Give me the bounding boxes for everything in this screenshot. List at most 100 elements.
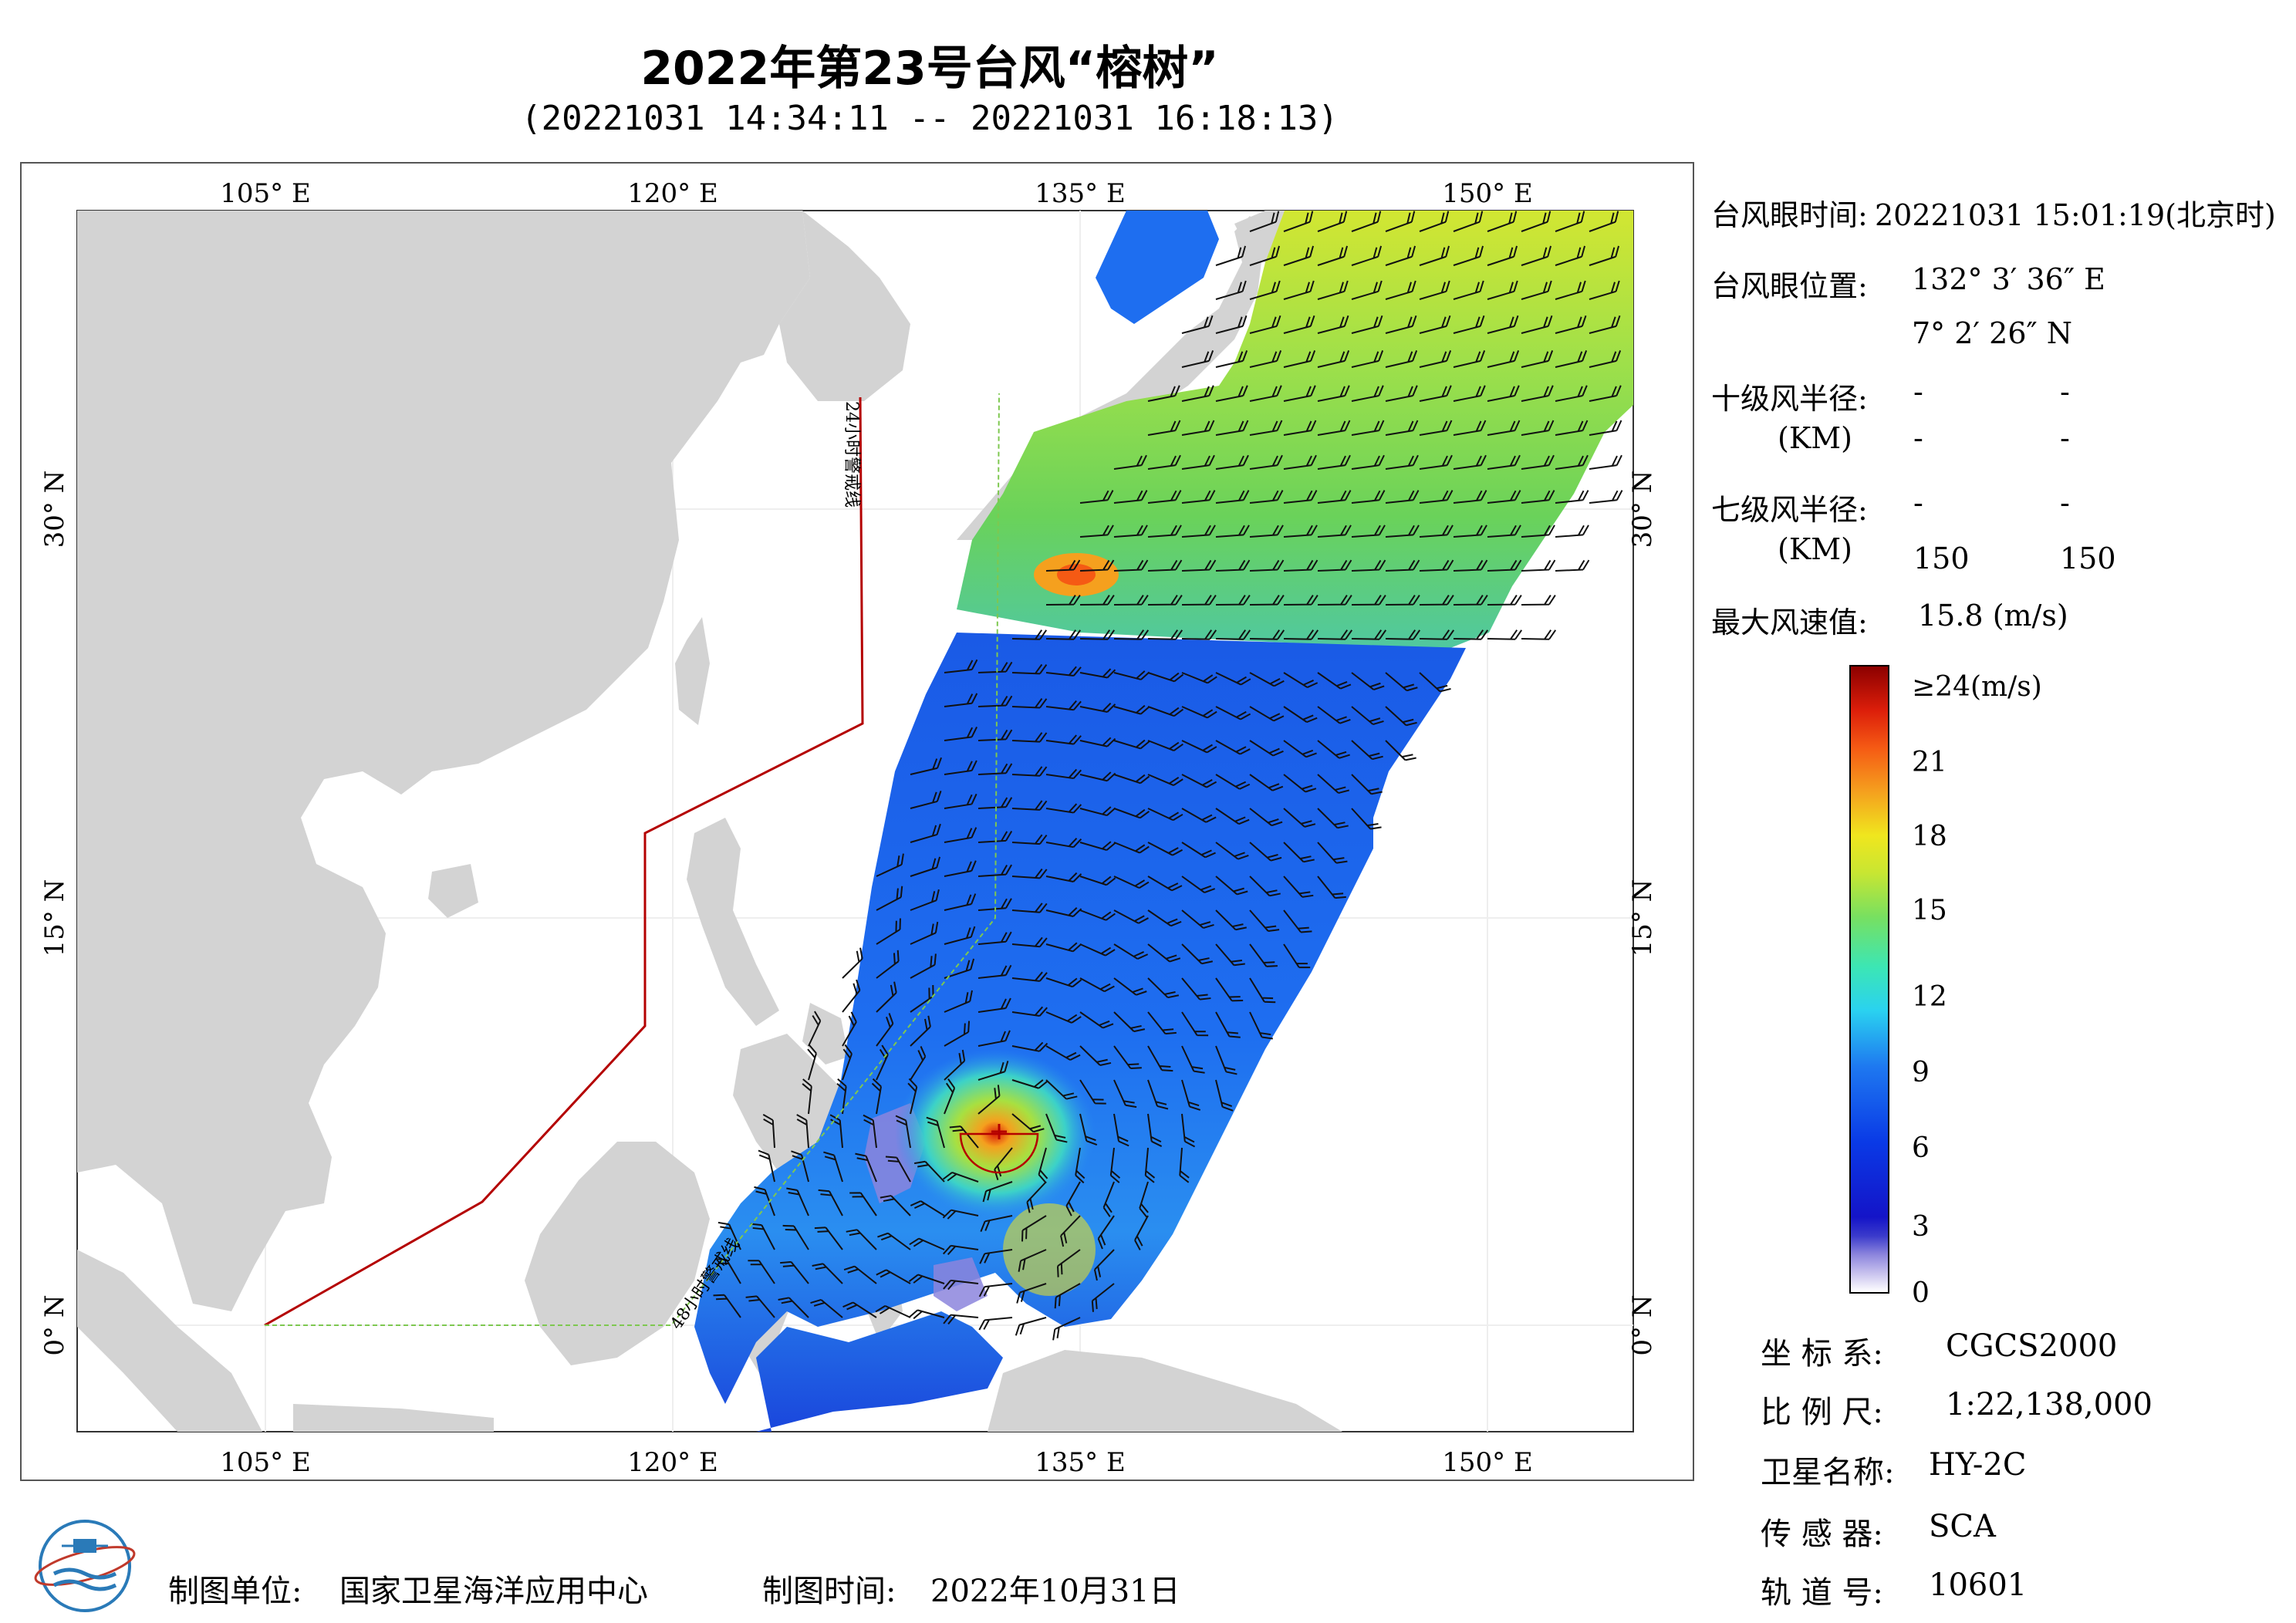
wind-barb xyxy=(977,1061,1009,1081)
wind-barb xyxy=(1011,1041,1048,1052)
wind-speed-colorbar xyxy=(1849,665,1889,1294)
wind-barb xyxy=(1215,559,1251,572)
wind-barb xyxy=(1317,559,1352,572)
wind-barb xyxy=(1487,350,1520,368)
wind-barb xyxy=(1521,420,1555,436)
wind-barb xyxy=(796,1114,809,1149)
wind-barb xyxy=(1351,559,1386,572)
wind-barb xyxy=(1589,315,1621,334)
wind-barb xyxy=(1113,977,1147,996)
wind-barb xyxy=(1215,525,1250,538)
wind-barb xyxy=(1351,808,1382,830)
wind-barb xyxy=(1385,629,1421,640)
wind-barb xyxy=(1113,525,1148,538)
lon-tick-bottom-150: 150° E xyxy=(1442,1447,1533,1478)
wind-barb xyxy=(1147,525,1182,538)
wind-barb xyxy=(1555,385,1588,402)
r10-label: 十级风半径: xyxy=(1711,382,1868,416)
wind-barb xyxy=(1181,842,1216,859)
eye-position-label: 台风眼位置: xyxy=(1711,269,1868,303)
wind-barb xyxy=(1589,280,1620,300)
wind-barb xyxy=(1093,1249,1115,1281)
wind-barb xyxy=(1011,868,1048,879)
lat-tick-left-0: 0° N xyxy=(39,1294,70,1355)
wind-barb xyxy=(842,1044,853,1081)
wind-barb xyxy=(1487,525,1521,538)
wind-barb xyxy=(1249,909,1280,933)
wind-barb xyxy=(1045,906,1082,917)
orbit-value: 10601 xyxy=(1929,1567,2028,1603)
wind-barb xyxy=(1249,525,1284,538)
colorbar-label-21: 21 xyxy=(1912,747,1947,778)
scale-value: 1:22,138,000 xyxy=(1946,1387,2152,1422)
wind-barb xyxy=(1011,936,1048,948)
wind-barb xyxy=(1215,876,1248,896)
wind-barb xyxy=(977,695,1013,707)
wind-barb xyxy=(1113,454,1147,470)
wind-barb xyxy=(814,1227,843,1250)
r10-value-2: - xyxy=(2060,375,2070,409)
wind-barb xyxy=(1113,594,1149,606)
wind-barb xyxy=(1555,559,1590,572)
wind-barb xyxy=(1283,672,1319,688)
wind-barb xyxy=(1181,977,1211,1000)
wind-barb xyxy=(1487,280,1518,300)
map-subtitle: (20221031 14:34:11 -- 20221031 16:18:13) xyxy=(521,99,1339,138)
wind-barb xyxy=(977,964,1012,979)
r7-unit: (KM) xyxy=(1778,532,1852,566)
wind-barb xyxy=(1385,385,1418,402)
wind-barb xyxy=(1215,454,1249,470)
wind-barb xyxy=(1283,774,1317,793)
wind-barb xyxy=(978,1283,1013,1297)
lat-tick-right-0: 0° N xyxy=(1627,1294,1658,1355)
wind-barb xyxy=(1249,350,1282,368)
wind-barb xyxy=(780,1260,809,1284)
wind-barb xyxy=(1283,706,1318,724)
wind-barb xyxy=(1045,700,1082,711)
wind-barb xyxy=(843,1265,877,1284)
wind-barb xyxy=(782,1224,809,1250)
wind-barb xyxy=(1589,245,1620,266)
wind-barb xyxy=(895,1115,911,1149)
wind-barb xyxy=(1453,490,1487,504)
wind-barb xyxy=(812,1263,843,1284)
wind-barb xyxy=(1385,559,1420,572)
colorbar-label-15: 15 xyxy=(1912,895,1947,926)
wind-barb xyxy=(944,693,978,707)
wind-barb xyxy=(994,1147,1013,1180)
wind-barb xyxy=(1045,1045,1081,1061)
wind-barb xyxy=(1215,594,1251,606)
wind-barb xyxy=(1113,1011,1146,1033)
wind-barb xyxy=(1385,280,1416,300)
wind-barb xyxy=(1249,280,1281,300)
crs-value: CGCS2000 xyxy=(1946,1328,2118,1364)
wind-barb xyxy=(910,823,941,843)
colorbar-label-0: 0 xyxy=(1912,1277,1930,1309)
wind-barb xyxy=(1147,740,1183,751)
wind-barb xyxy=(1249,245,1281,266)
wind-barb xyxy=(1249,876,1281,897)
wind-barb xyxy=(1419,420,1453,436)
wind-barb xyxy=(1317,454,1351,470)
wind-barb xyxy=(977,830,1013,843)
wind-barb xyxy=(1215,280,1247,300)
wind-barb xyxy=(1079,1011,1114,1029)
crs-label: 坐 标 系: xyxy=(1761,1336,1883,1372)
wind-barb xyxy=(1487,454,1521,470)
wind-barb xyxy=(1249,672,1285,687)
wind-barb xyxy=(1351,740,1383,761)
wind-barb xyxy=(1487,385,1520,402)
wind-barb xyxy=(1351,672,1385,690)
wind-barb xyxy=(1317,740,1350,759)
wind-barb xyxy=(910,757,942,775)
wind-barb xyxy=(1147,943,1181,963)
wind-barb xyxy=(1181,943,1213,965)
wind-barb xyxy=(876,886,903,911)
lat-tick-right-15: 15° N xyxy=(1627,879,1658,957)
wind-barb xyxy=(1215,1079,1234,1112)
wind-barb xyxy=(1351,454,1385,470)
wind-barb xyxy=(1283,454,1317,470)
wind-barb xyxy=(1283,876,1314,898)
wind-barb xyxy=(1351,245,1383,266)
wind-barb xyxy=(1113,842,1150,854)
